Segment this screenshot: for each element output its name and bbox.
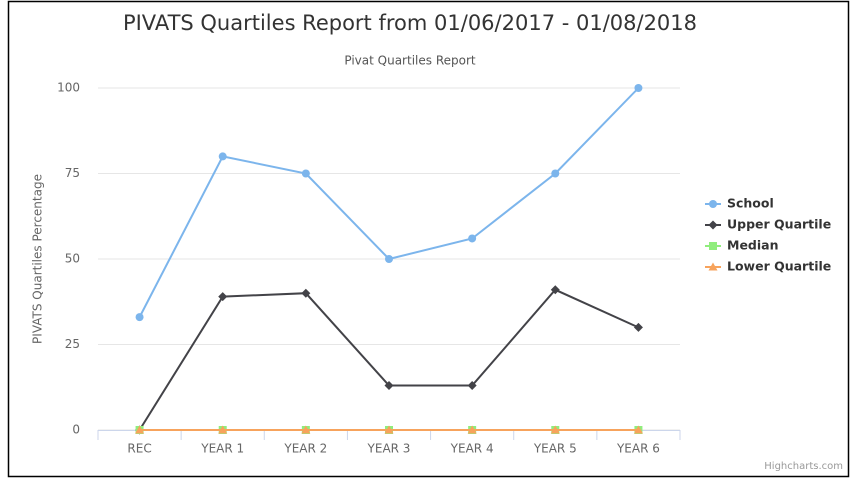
legend-label: Lower Quartile (727, 259, 831, 274)
marker (708, 262, 718, 271)
marker (135, 313, 144, 322)
x-tick-label: YEAR 4 (450, 442, 494, 456)
y-tick-label: 100 (57, 81, 80, 95)
marker (551, 169, 560, 178)
marker (301, 169, 310, 178)
y-tick-label: 50 (65, 252, 80, 266)
legend-label: Upper Quartile (727, 217, 831, 232)
marker (468, 234, 477, 243)
x-tick-label: REC (127, 442, 151, 456)
chart-title: PIVATS Quartiles Report from 01/06/2017 … (123, 11, 697, 35)
y-axis-label: PIVATS Quartiles Percentage (31, 174, 45, 344)
marker (301, 425, 311, 434)
marker (218, 425, 228, 434)
marker (135, 425, 145, 434)
x-tick-label: YEAR 1 (200, 442, 244, 456)
marker (633, 322, 643, 332)
y-tick-label: 25 (65, 337, 80, 351)
legend-label: School (727, 196, 774, 211)
marker (218, 292, 228, 302)
marker (550, 425, 560, 434)
marker (550, 285, 560, 295)
x-tick-label: YEAR 5 (533, 442, 577, 456)
frame (7, 0, 850, 478)
credits: Highcharts.com (764, 461, 843, 472)
marker (709, 242, 717, 250)
x-tick-label: YEAR 3 (367, 442, 411, 456)
marker (633, 425, 643, 434)
y-tick-label: 75 (65, 166, 80, 180)
legend-label: Median (727, 238, 778, 253)
x-tick-label: YEAR 2 (283, 442, 327, 456)
marker (218, 152, 227, 161)
chart-subtitle: Pivat Quartiles Report (344, 54, 476, 68)
y-tick-label: 0 (72, 423, 80, 437)
marker (708, 220, 718, 230)
marker (634, 84, 643, 92)
marker (385, 255, 393, 263)
marker (384, 381, 394, 391)
marker (467, 425, 477, 434)
marker (709, 200, 717, 208)
marker (467, 381, 477, 391)
marker (301, 288, 311, 298)
x-tick-label: YEAR 6 (616, 442, 660, 456)
marker (384, 425, 394, 434)
